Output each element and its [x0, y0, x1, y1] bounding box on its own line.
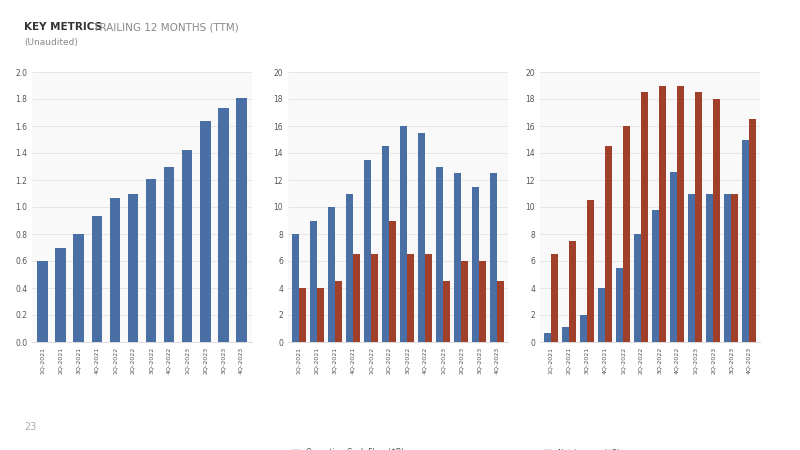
Bar [724, 194, 731, 342]
Bar [407, 254, 414, 342]
Bar [742, 140, 749, 342]
Bar [587, 200, 594, 342]
Bar [110, 198, 120, 342]
Bar [479, 261, 486, 342]
Bar [490, 173, 497, 342]
Bar [218, 108, 229, 342]
Bar [461, 261, 468, 342]
Bar [182, 150, 193, 342]
Bar [400, 126, 407, 342]
Bar [706, 194, 713, 342]
Bar [634, 234, 641, 342]
Bar [580, 315, 587, 342]
Bar [317, 288, 324, 342]
Bar [310, 220, 317, 342]
Bar [236, 98, 246, 342]
Bar [299, 288, 306, 342]
Bar [562, 327, 569, 342]
Bar [641, 92, 648, 342]
Bar [688, 194, 695, 342]
Bar [328, 207, 335, 342]
Bar [670, 172, 677, 342]
Bar [200, 121, 210, 342]
Bar [146, 179, 157, 342]
Bar [164, 166, 174, 342]
Bar [364, 160, 371, 342]
Bar [749, 119, 756, 342]
Bar [497, 281, 504, 342]
Bar [472, 187, 479, 342]
Bar [551, 254, 558, 342]
Legend: Net Income ($B), Adjusted EBITDA ($B): Net Income ($B), Adjusted EBITDA ($B) [544, 448, 640, 450]
Bar [389, 220, 396, 342]
Bar [127, 194, 138, 342]
Bar [652, 210, 659, 342]
Bar [55, 248, 66, 342]
Text: (Unaudited): (Unaudited) [24, 38, 78, 47]
Bar [371, 254, 378, 342]
Bar [659, 86, 666, 342]
Bar [418, 133, 425, 342]
Bar [454, 173, 461, 342]
Bar [598, 288, 605, 342]
Bar [425, 254, 432, 342]
Bar [292, 234, 299, 342]
Bar [544, 333, 551, 342]
Bar [616, 268, 623, 342]
Text: KEY METRICS: KEY METRICS [24, 22, 102, 32]
Bar [346, 194, 353, 342]
Bar [605, 146, 612, 342]
Bar [382, 146, 389, 342]
Bar [731, 194, 738, 342]
Bar [677, 86, 684, 342]
Bar [335, 281, 342, 342]
Bar [695, 92, 702, 342]
Legend: Operating Cash Flow ($B), Free Cash Flow ($B): Operating Cash Flow ($B), Free Cash Flow… [292, 448, 403, 450]
Text: TRAILING 12 MONTHS (TTM): TRAILING 12 MONTHS (TTM) [90, 22, 238, 32]
Bar [623, 126, 630, 342]
Bar [713, 99, 720, 342]
Bar [569, 241, 576, 342]
Bar [436, 166, 443, 342]
Bar [91, 216, 102, 342]
Bar [443, 281, 450, 342]
Bar [38, 261, 48, 342]
Bar [74, 234, 84, 342]
Bar [353, 254, 360, 342]
Text: 23: 23 [24, 422, 36, 432]
